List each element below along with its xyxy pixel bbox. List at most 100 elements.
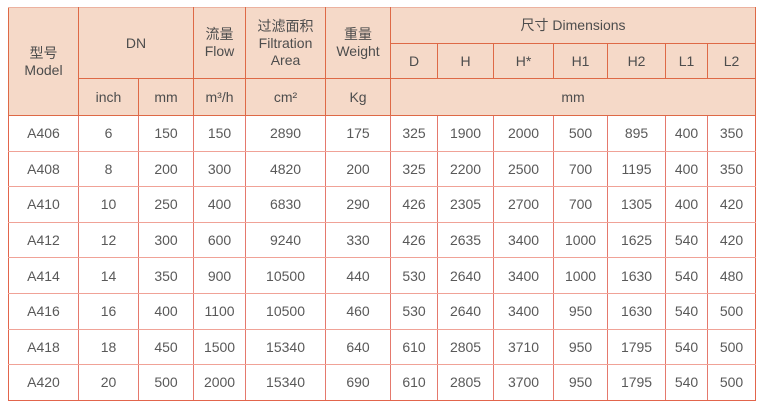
value-cell: 950 [553, 364, 609, 401]
value-cell: 150 [137, 115, 195, 152]
value-cell: 1795 [607, 364, 667, 401]
table-row: A420 20 500 2000 15340 690 610 2805 3700 950 1795 5… [8, 364, 757, 401]
table-row: A406 6 150 150 2890 175 325 1900 2000 500 895 400 35… [8, 115, 757, 152]
value-cell: 8 [78, 150, 139, 188]
value-cell: 2890 [245, 115, 327, 152]
value-cell: 330 [325, 221, 392, 259]
model-cell: A408 [8, 150, 79, 188]
value-cell: 250 [137, 186, 195, 223]
value-cell: 300 [137, 221, 195, 259]
value-cell: 10 [78, 186, 139, 223]
value-cell: 1100 [193, 292, 247, 330]
value-cell: 400 [193, 186, 247, 223]
flow-label-en: Flow [204, 43, 235, 59]
value-cell: 325 [390, 150, 439, 188]
value-cell: 530 [390, 292, 439, 330]
unit-flow: m³/h [193, 78, 247, 116]
col-header-flow: 流量 Flow [193, 7, 247, 79]
table-row: A412 12 300 600 9240 330 426 2635 3400 1000 1625 54… [8, 221, 757, 259]
value-cell: 200 [137, 150, 195, 188]
specification-table: 型号 Model DN 流量 Flow 过滤面积 Filtration Area… [8, 7, 757, 401]
value-cell: 3400 [493, 292, 555, 330]
col-header-filtration-area: 过滤面积 Filtration Area [245, 7, 327, 79]
value-cell: 400 [137, 292, 195, 330]
model-cell: A418 [8, 328, 79, 366]
value-cell: 10500 [245, 292, 327, 330]
value-cell: 400 [665, 186, 709, 223]
value-cell: 2805 [437, 364, 495, 401]
value-cell: 500 [707, 328, 757, 366]
value-cell: 350 [707, 115, 757, 152]
value-cell: 420 [707, 186, 757, 223]
model-cell: A410 [8, 186, 79, 223]
model-label-zh: 型号 [29, 44, 58, 61]
value-cell: 10500 [245, 257, 327, 294]
table-row: A414 14 350 900 10500 440 530 2640 3400 1000 1630 5… [8, 257, 757, 294]
value-cell: 1305 [607, 186, 667, 223]
filtration-label-zh: 过滤面积 [257, 17, 314, 34]
table-header: 型号 Model DN 流量 Flow 过滤面积 Filtration Area… [8, 7, 757, 116]
value-cell: 400 [665, 150, 709, 188]
header-row-2: D H H* H1 H2 L1 L2 [9, 43, 757, 79]
value-cell: 350 [707, 150, 757, 188]
value-cell: 2000 [493, 115, 555, 152]
value-cell: 20 [78, 364, 139, 401]
filtration-label-en-1: Filtration [258, 34, 313, 51]
col-header-dim-l1: L1 [665, 43, 709, 79]
value-cell: 300 [193, 150, 247, 188]
value-cell: 500 [707, 292, 757, 330]
value-cell: 3710 [493, 328, 555, 366]
value-cell: 540 [665, 364, 709, 401]
value-cell: 690 [325, 364, 392, 401]
value-cell: 350 [137, 257, 195, 294]
value-cell: 426 [390, 186, 439, 223]
value-cell: 2640 [437, 257, 495, 294]
value-cell: 2805 [437, 328, 495, 366]
col-header-weight: 重量 Weight [325, 7, 392, 79]
value-cell: 325 [390, 115, 439, 152]
value-cell: 440 [325, 257, 392, 294]
value-cell: 540 [665, 221, 709, 259]
col-header-dim-hstar: H* [493, 43, 555, 79]
value-cell: 2305 [437, 186, 495, 223]
table-row: A416 16 400 1100 10500 460 530 2640 3400 950 1630 5… [8, 292, 757, 330]
value-cell: 3400 [493, 221, 555, 259]
weight-label-en: Weight [336, 43, 380, 59]
col-header-model: 型号 Model [8, 7, 79, 116]
value-cell: 1630 [607, 292, 667, 330]
table-row: A418 18 450 1500 15340 640 610 2805 3710 950 1795 5… [8, 328, 757, 366]
value-cell: 150 [193, 115, 247, 152]
value-cell: 530 [390, 257, 439, 294]
table-body: A406 6 150 150 2890 175 325 1900 2000 500 895 400 35… [8, 115, 757, 401]
value-cell: 420 [707, 221, 757, 259]
value-cell: 950 [553, 328, 609, 366]
value-cell: 1625 [607, 221, 667, 259]
value-cell: 6 [78, 115, 139, 152]
value-cell: 14 [78, 257, 139, 294]
value-cell: 700 [553, 150, 609, 188]
value-cell: 12 [78, 221, 139, 259]
value-cell: 426 [390, 221, 439, 259]
unit-dimensions-mm: mm [390, 78, 757, 116]
value-cell: 950 [553, 292, 609, 330]
value-cell: 16 [78, 292, 139, 330]
value-cell: 2000 [193, 364, 247, 401]
value-cell: 895 [607, 115, 667, 152]
filtration-label-en-2: Area [270, 51, 301, 68]
weight-label-zh: 重量 [344, 26, 373, 42]
value-cell: 1630 [607, 257, 667, 294]
value-cell: 1900 [437, 115, 495, 152]
value-cell: 900 [193, 257, 247, 294]
col-header-dim-l2: L2 [707, 43, 757, 79]
value-cell: 600 [193, 221, 247, 259]
header-row-1: 型号 Model DN 流量 Flow 过滤面积 Filtration Area… [8, 7, 757, 116]
value-cell: 610 [390, 364, 439, 401]
col-header-dim-d: D [390, 43, 439, 79]
table-row: A408 8 200 300 4820 200 325 2200 2500 700 1195 400 3… [8, 150, 757, 188]
value-cell: 18 [78, 328, 139, 366]
value-cell: 6830 [245, 186, 327, 223]
value-cell: 540 [665, 292, 709, 330]
value-cell: 2200 [437, 150, 495, 188]
value-cell: 640 [325, 328, 392, 366]
